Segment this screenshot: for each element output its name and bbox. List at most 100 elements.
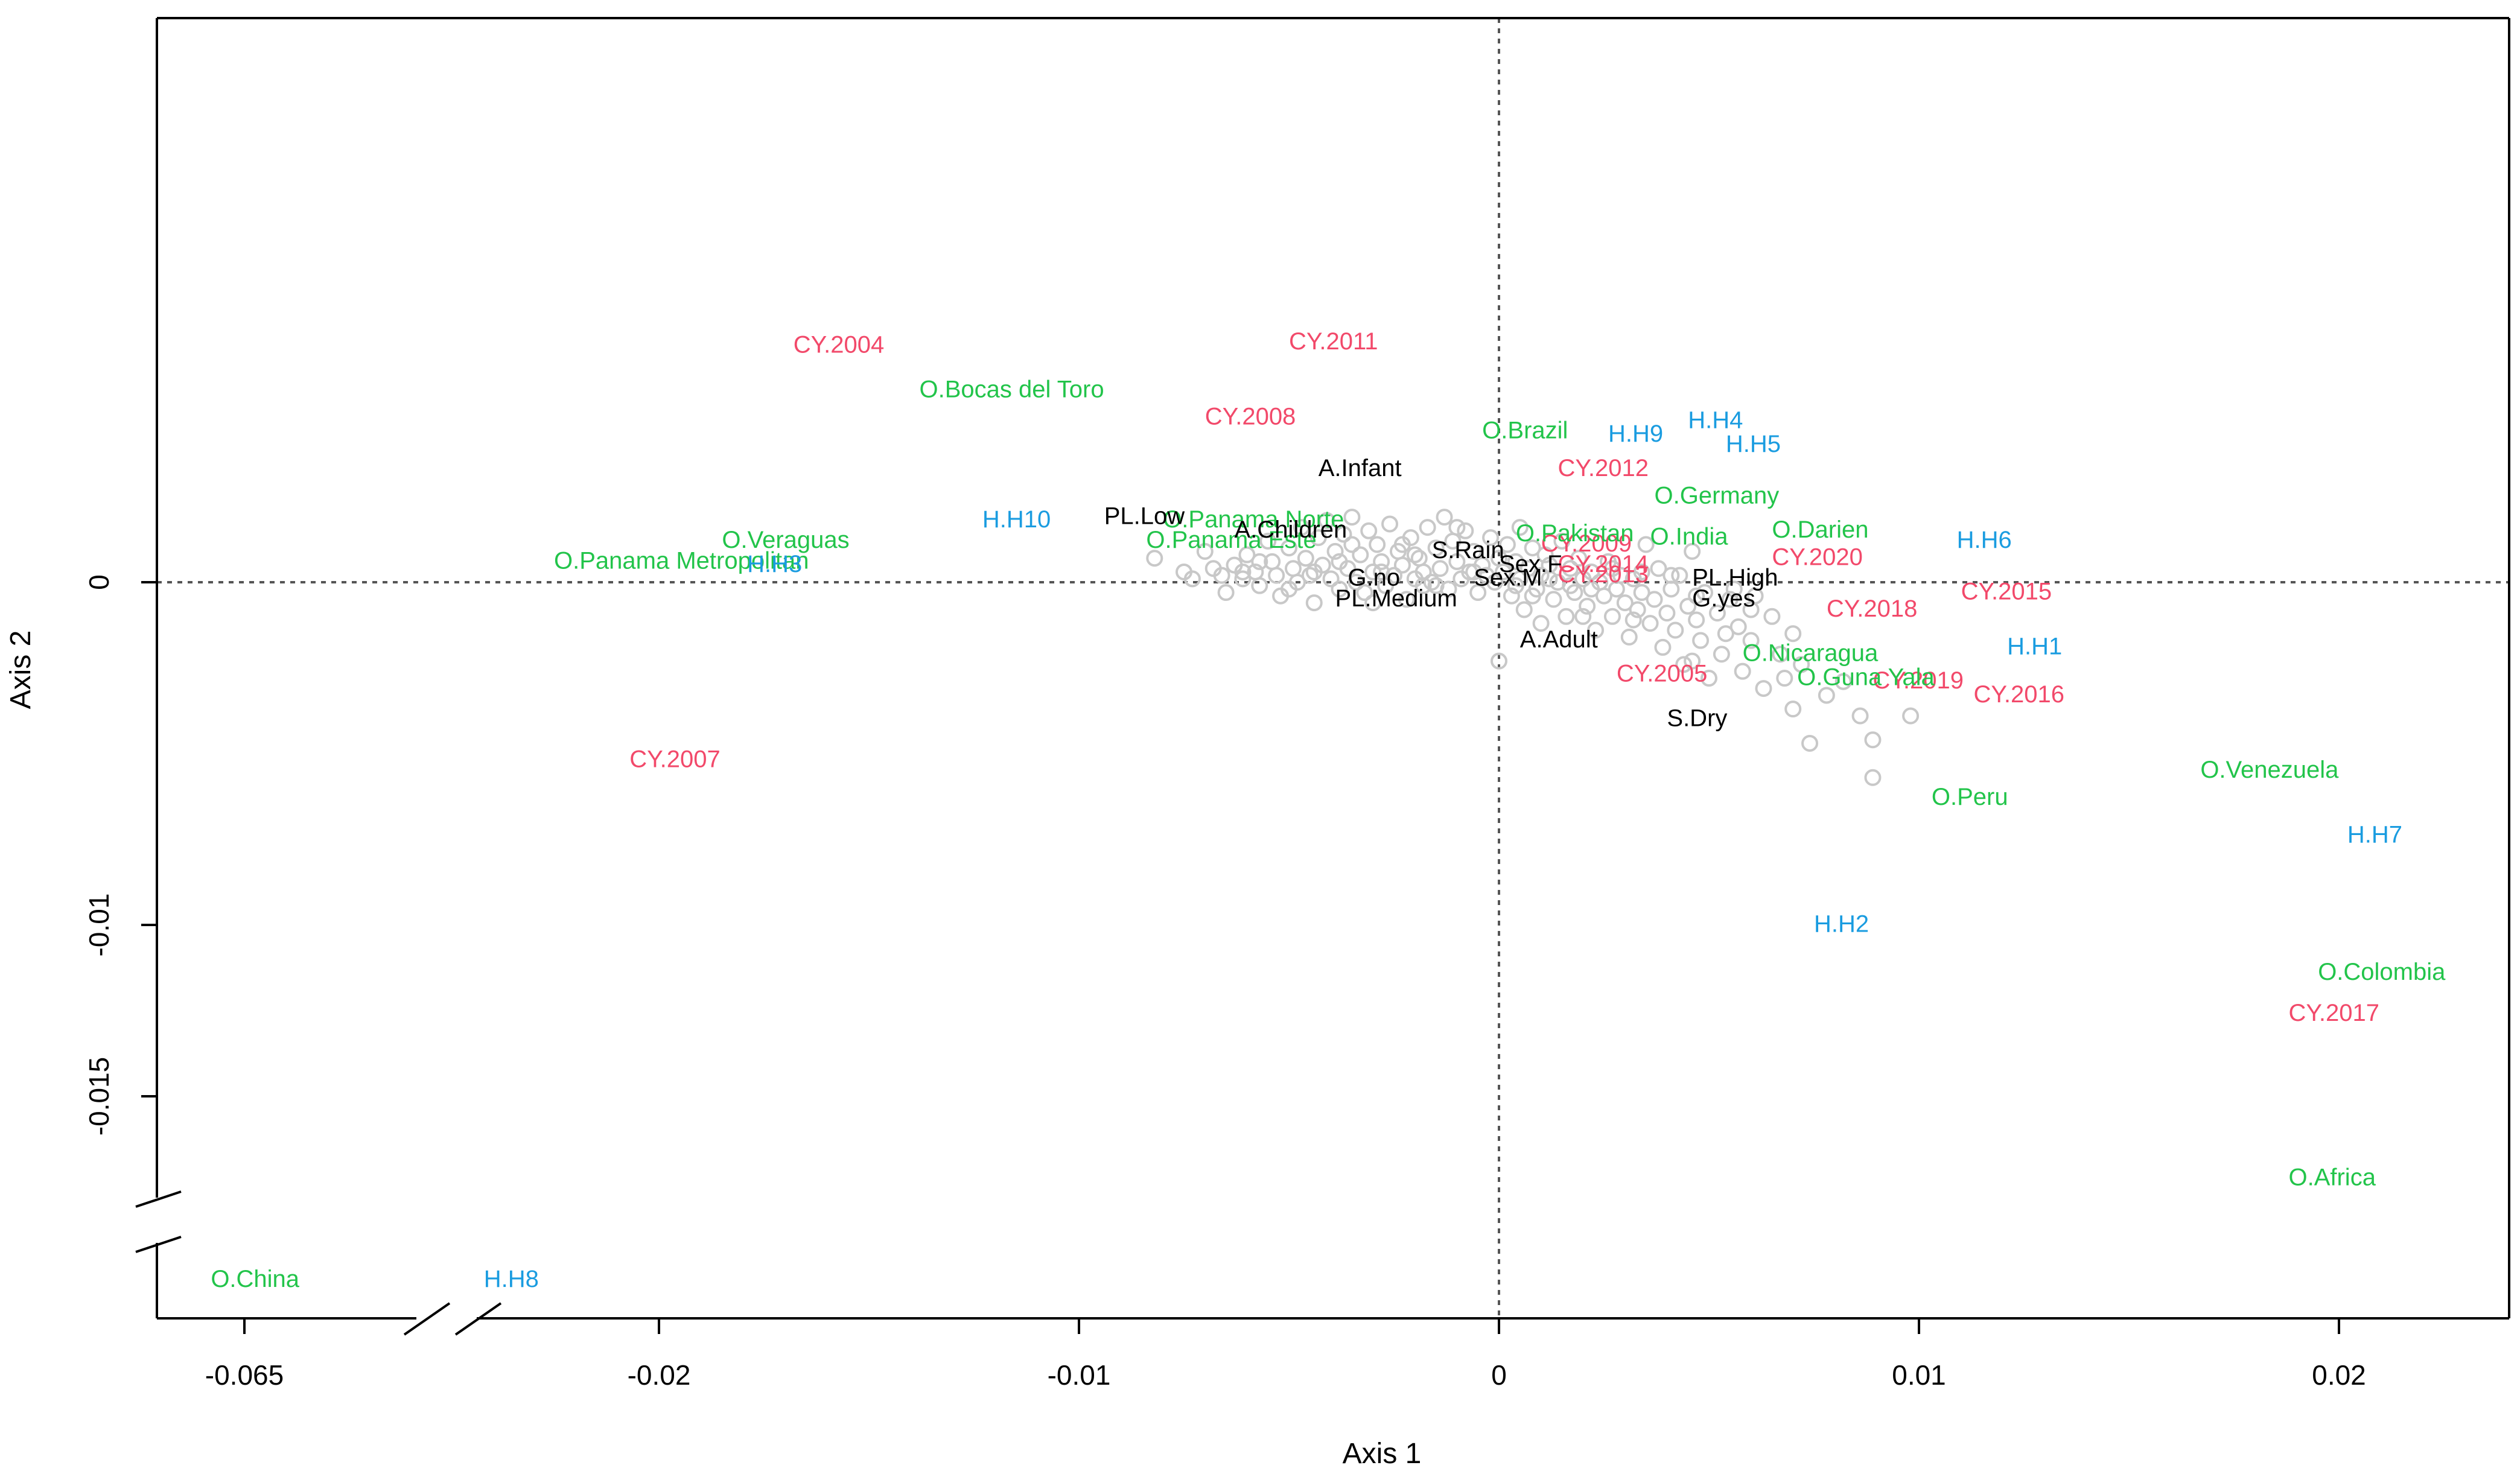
scatter-point <box>1234 570 1252 588</box>
scatter-point <box>1364 563 1382 580</box>
scatter-point <box>1902 707 1920 725</box>
scatter-point <box>1348 574 1365 591</box>
point-label: O.Panama Este <box>1146 527 1316 553</box>
y-axis-break-mark <box>135 1236 182 1253</box>
scatter-point <box>1507 577 1524 594</box>
scatter-point <box>1684 542 1701 560</box>
scatter-point <box>1684 652 1701 670</box>
y-tick-label: -0.01 <box>83 894 115 957</box>
scatter-point <box>1583 563 1600 580</box>
x-tick-label: -0.065 <box>205 1359 284 1391</box>
scatter-point <box>1545 591 1562 608</box>
scatter-point <box>1532 615 1550 632</box>
scatter-point <box>1675 656 1693 673</box>
scatter-point <box>1658 605 1676 622</box>
scatter-point <box>1343 536 1361 553</box>
scatter-point <box>1494 563 1512 580</box>
point-label: CY.2013 <box>1558 561 1649 588</box>
point-label: CY.2011 <box>1289 328 1378 355</box>
point-label: O.Peru <box>1932 784 2008 810</box>
scatter-point <box>1772 646 1789 663</box>
scatter-point <box>1742 632 1760 649</box>
scatter-point <box>1570 550 1588 567</box>
point-label: CY.2012 <box>1558 455 1649 481</box>
scatter-point <box>1406 546 1424 564</box>
point-label: O.Darien <box>1772 516 1868 543</box>
scatter-point <box>1335 526 1352 543</box>
scatter-point <box>1776 670 1793 687</box>
scatter-point <box>1511 519 1529 536</box>
scatter-point <box>1297 550 1314 567</box>
scatter-point <box>1713 646 1730 663</box>
scatter-point <box>1524 587 1541 605</box>
scatter-point <box>1414 577 1432 594</box>
point-label: O.Brazil <box>1482 417 1568 443</box>
point-label: H.H8 <box>484 1266 539 1292</box>
scatter-point <box>1331 553 1348 570</box>
scatter-point <box>1281 580 1297 598</box>
scatter-point <box>1524 539 1541 557</box>
scatter-point <box>1688 611 1705 629</box>
point-label: O.Veraguas <box>722 527 849 553</box>
scatter-point <box>1624 611 1642 629</box>
point-label: CY.2014 <box>1558 551 1649 577</box>
scatter-point <box>1507 553 1524 570</box>
scatter-point <box>1427 539 1445 557</box>
scatter-point <box>1356 584 1373 602</box>
scatter-point <box>1633 584 1650 602</box>
scatter-point <box>1326 542 1344 560</box>
scatter-point <box>1708 605 1726 622</box>
scatter-point <box>1305 563 1323 580</box>
scatter-point <box>1603 560 1621 577</box>
point-label: CY.2018 <box>1827 596 1918 622</box>
scatter-point <box>1793 656 1810 673</box>
scatter-point <box>1268 567 1285 584</box>
scatter-point <box>1532 567 1550 584</box>
point-label: CY.2007 <box>629 746 721 773</box>
scatter-point <box>1381 515 1399 533</box>
scatter-point <box>1562 560 1579 577</box>
scatter-point <box>1553 532 1571 550</box>
scatter-point <box>1360 522 1378 539</box>
scatter-point <box>1465 542 1483 560</box>
scatter-point <box>1603 608 1621 625</box>
scatter-point <box>1352 546 1369 564</box>
point-label: CY.2019 <box>1872 667 1964 694</box>
scatter-point <box>1784 625 1802 643</box>
scatter-point <box>1398 591 1415 608</box>
scatter-point <box>1763 608 1781 625</box>
point-label: H.H1 <box>2007 633 2062 659</box>
scatter-point <box>1251 577 1268 594</box>
point-label: H.H4 <box>1688 407 1743 433</box>
scatter-point <box>1620 628 1638 646</box>
scatter-point <box>1801 734 1819 752</box>
labels-layer: CY.2004 CY.2011CY.2008CY.2012CY.2009CY.20… <box>211 328 2446 1292</box>
scatter-point <box>1486 574 1504 591</box>
scatter-point <box>1419 519 1436 536</box>
scatter-point <box>1864 769 1882 786</box>
point-label: Sex.M <box>1474 565 1542 591</box>
scatter-point <box>1217 584 1235 602</box>
point-label: PL.Low <box>1104 503 1185 529</box>
point-label: O.Panama Metropolitan <box>554 547 809 574</box>
scatter-point <box>1503 587 1520 605</box>
scatter-point <box>1616 594 1634 612</box>
point-label: O.Pakistan <box>1516 520 1634 547</box>
scatter-point <box>1343 509 1361 526</box>
scatter-point <box>1301 567 1319 584</box>
scatter-point <box>1667 621 1684 639</box>
x-axis-title: Axis 1 <box>1343 1438 1422 1470</box>
scatter-point <box>1721 591 1739 608</box>
scatter-point <box>1251 553 1268 570</box>
point-label: CY.2015 <box>1961 578 2052 605</box>
scatter-point <box>1196 542 1214 560</box>
point-label: S.Rain <box>1432 537 1504 564</box>
scatter-point <box>1448 553 1466 570</box>
x-axis-break-mark <box>403 1302 451 1336</box>
scatter-point <box>1364 594 1382 612</box>
scatter-point <box>1515 601 1533 618</box>
scatter-point <box>1742 601 1760 618</box>
scatter-point <box>1331 580 1348 598</box>
point-label: CY.2005 <box>1617 661 1708 687</box>
